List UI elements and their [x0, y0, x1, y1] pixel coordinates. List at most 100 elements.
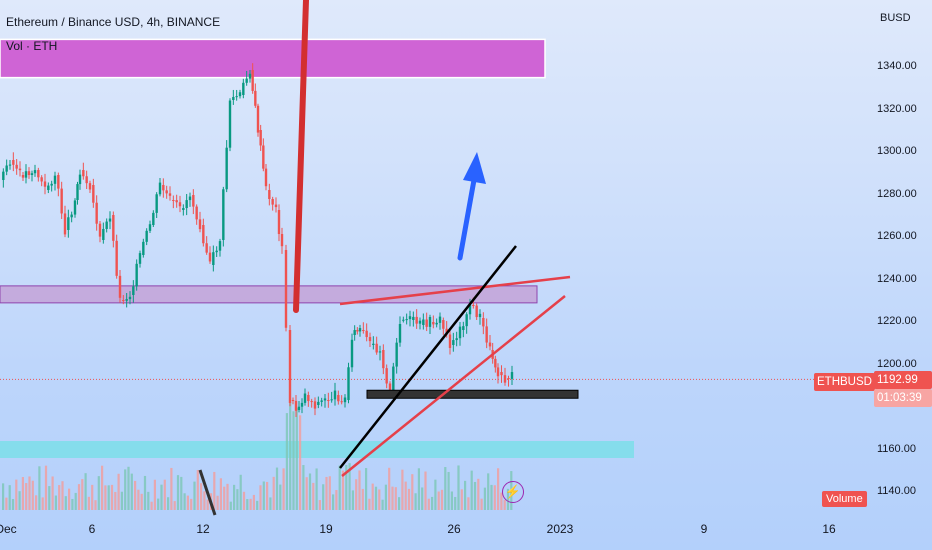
candle-body	[53, 175, 57, 184]
volume-bar	[200, 483, 203, 510]
volume-bar	[497, 468, 500, 510]
candle-body	[362, 330, 365, 331]
volume-bar	[44, 465, 48, 510]
candle-body	[475, 305, 478, 318]
candle-body	[232, 96, 235, 100]
candle-body	[238, 92, 242, 97]
volume-button[interactable]: Volume	[822, 491, 867, 507]
candle-body	[375, 343, 378, 353]
candle-body	[148, 224, 152, 231]
support-zone	[0, 441, 634, 458]
volume-bar	[160, 484, 163, 510]
candle-body	[452, 340, 455, 345]
symbol-title[interactable]: Ethereum / Binance USD, 4h, BINANCE	[6, 15, 221, 29]
volume-bar	[411, 474, 414, 510]
candle-body	[27, 171, 31, 176]
volume-bar	[18, 491, 21, 510]
volume-bar	[236, 489, 239, 510]
volume-bar	[421, 487, 424, 510]
candle-body	[178, 202, 182, 207]
volume-bar	[272, 476, 275, 510]
volume-bar	[464, 480, 467, 510]
last-price-tag: 1192.99	[874, 371, 932, 389]
volume-bar	[335, 490, 338, 510]
volume-bar	[401, 469, 404, 510]
candle-body	[358, 328, 362, 332]
price-tick-label: 1280.00	[877, 187, 917, 200]
volume-bar	[262, 481, 265, 510]
candle-body	[70, 214, 73, 218]
volume-bar	[223, 486, 226, 510]
volume-bar	[490, 484, 493, 510]
volume-bar	[483, 487, 486, 510]
candle-body	[313, 401, 317, 409]
candle-body	[142, 241, 145, 255]
candle-body	[108, 218, 112, 222]
volume-bar	[21, 477, 24, 510]
volume-bar	[256, 500, 259, 510]
volume-legend[interactable]: Vol · ETH	[6, 39, 58, 53]
time-tick-label: 19	[319, 522, 333, 536]
candle-body	[168, 193, 172, 196]
volume-bar	[447, 471, 450, 510]
candle-body	[254, 90, 257, 106]
candle-body	[185, 200, 188, 209]
volume-bar	[427, 498, 430, 510]
volume-bar	[252, 494, 255, 510]
volume-bar	[381, 499, 384, 510]
volume-bar	[424, 471, 427, 510]
candle-body	[323, 398, 327, 401]
volume-bar	[467, 497, 470, 510]
volume-bar	[269, 497, 272, 510]
volume-bar	[388, 467, 391, 510]
candle-body	[428, 317, 432, 327]
volume-bar	[249, 498, 252, 510]
volume-bar	[170, 467, 173, 510]
volume-bar	[368, 498, 371, 510]
candle-body	[288, 330, 292, 403]
candle-body	[256, 105, 260, 133]
candle-body	[262, 145, 265, 169]
volume-bar	[77, 484, 81, 510]
volume-bar	[378, 489, 381, 510]
volume-bar	[279, 484, 282, 510]
candle-body	[350, 339, 354, 368]
arrow-head	[463, 152, 486, 184]
volume-bar	[282, 468, 285, 510]
candle-body	[47, 185, 50, 190]
candle-body	[235, 96, 238, 98]
volume-bar	[242, 491, 246, 510]
volume-bar	[134, 480, 137, 510]
volume-bar	[61, 481, 64, 510]
candle-body	[33, 170, 37, 174]
lightning-icon[interactable]: ⚡	[502, 481, 524, 503]
volume-bar	[157, 498, 160, 510]
volume-bar	[28, 476, 31, 510]
volume-bar	[64, 496, 67, 510]
candle-body	[105, 221, 108, 229]
volume-bar	[374, 486, 378, 510]
candle-body	[284, 250, 288, 328]
volume-bar	[11, 499, 15, 510]
candle-body	[132, 286, 135, 295]
volume-bar	[110, 484, 114, 510]
candle-body	[432, 322, 435, 325]
volume-bar	[477, 478, 480, 510]
candle-body	[500, 372, 503, 376]
candle-body	[73, 200, 77, 215]
candle-body	[392, 366, 395, 395]
candle-body	[455, 338, 458, 341]
candle-body	[40, 177, 43, 182]
candle-body	[21, 175, 25, 178]
volume-bar	[457, 465, 460, 510]
volume-bar	[41, 497, 44, 510]
candle-body	[192, 195, 195, 207]
candle-body	[337, 395, 340, 402]
volume-bar	[417, 468, 420, 510]
candle-body	[122, 300, 125, 301]
symbol-tag: ETHBUSD	[814, 373, 875, 391]
candle-body	[303, 393, 307, 403]
volume-bar	[404, 481, 407, 510]
